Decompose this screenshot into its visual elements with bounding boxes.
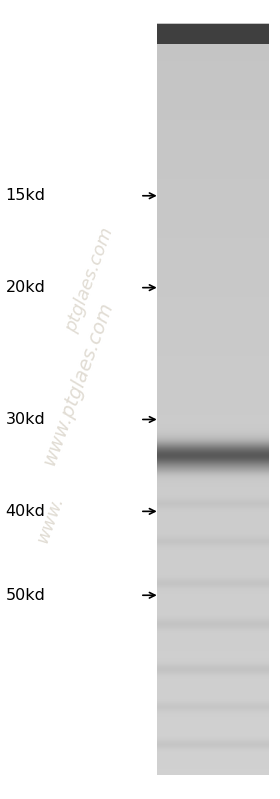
Text: 50kd: 50kd <box>6 588 45 602</box>
Text: 40kd: 40kd <box>6 504 45 519</box>
Text: www.ptglaes.com: www.ptglaes.com <box>40 299 117 468</box>
Text: 15kd: 15kd <box>6 189 46 203</box>
Text: ptglaes.com: ptglaes.com <box>62 225 117 335</box>
Text: www.: www. <box>34 493 67 546</box>
Text: 30kd: 30kd <box>6 412 45 427</box>
Text: 20kd: 20kd <box>6 280 45 295</box>
